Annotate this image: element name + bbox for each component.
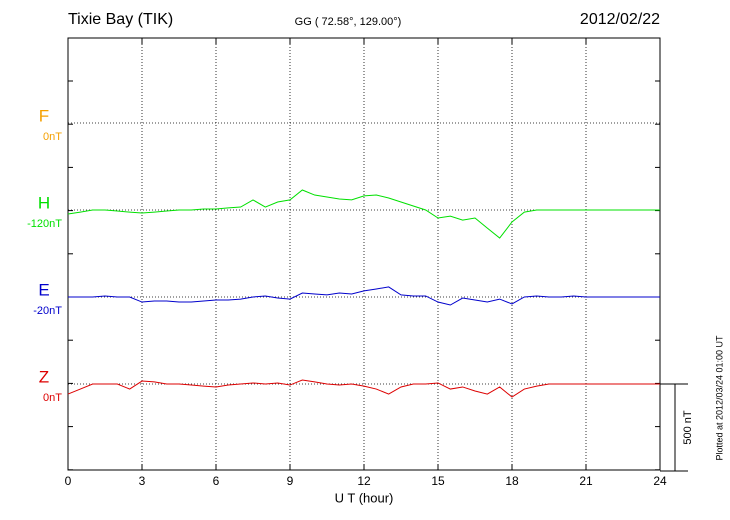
x-axis-label: U T (hour) [335,490,394,505]
series-line [67,379,660,398]
x-tick-label: 18 [505,474,519,488]
series-offset: -120nT [27,218,62,230]
scale-bar-label: 500 nT [682,410,694,445]
series-name: H [38,193,50,212]
series-offset: -20nT [33,305,62,317]
subtitle: GG ( 72.58°, 129.00°) [295,16,402,28]
x-tick-label: 24 [653,474,667,488]
series-name: Z [39,367,49,386]
x-tick-label: 15 [431,474,445,488]
series-line [68,286,660,306]
series-offset: 0nT [43,392,62,404]
x-tick-label: 21 [579,474,593,488]
chart-title: Tixie Bay (TIK) [68,11,173,28]
series-name: E [38,280,49,299]
series-offset: 0nT [43,131,62,143]
x-tick-label: 9 [287,474,294,488]
plot-note: Plotted at 2012/03/24 01:00 UT [714,335,724,461]
x-tick-label: 3 [139,474,146,488]
x-tick-label: 6 [213,474,220,488]
series-name: F [39,106,49,125]
x-tick-label: 0 [65,474,72,488]
x-tick-label: 12 [357,474,371,488]
date: 2012/02/22 [580,11,660,28]
series-line [67,189,660,239]
